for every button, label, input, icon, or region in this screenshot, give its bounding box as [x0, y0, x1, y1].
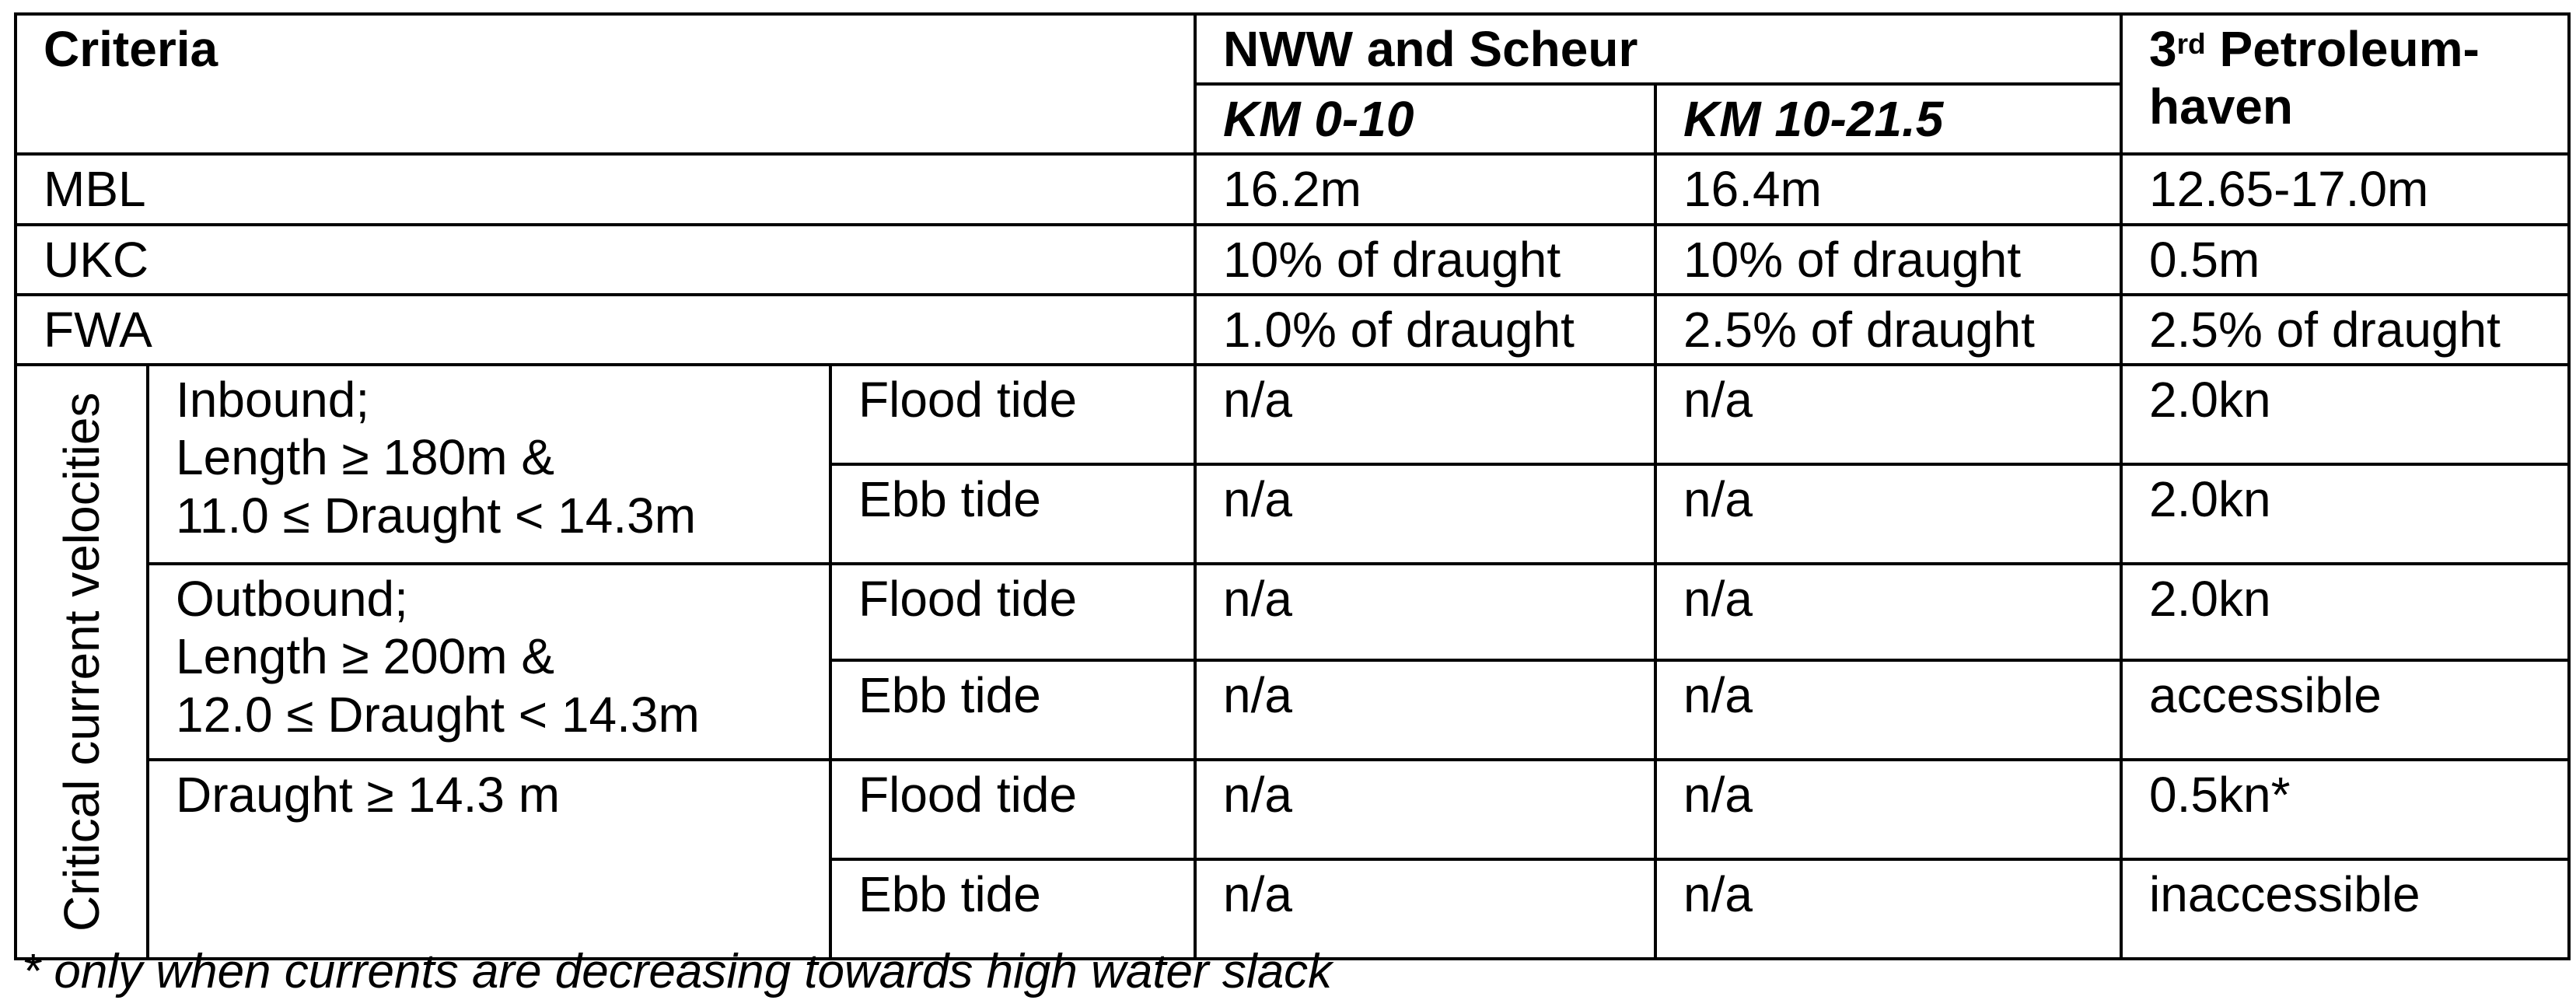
velocity-group-label-cell: Critical current velocities: [14, 363, 149, 961]
criteria-table: Criteria NWW and Scheur 3rd Petroleum- h…: [14, 12, 2571, 961]
inbound-flood-petroleumhaven: 2.0kn: [2120, 363, 2571, 467]
outbound-ebb-petroleumhaven: accessible: [2120, 659, 2571, 762]
velocity-group-label: Critical current velocities: [53, 392, 110, 932]
fwa-km-10-21-5: 2.5% of draught: [1654, 292, 2123, 367]
deep-draught-ebb-petroleumhaven: inaccessible: [2120, 858, 2571, 961]
inbound-flood-label: Flood tide: [829, 363, 1197, 467]
ukc-km-0-10: 10% of draught: [1194, 222, 1657, 296]
row-inbound-flood: Critical current velocities Inbound; Len…: [14, 363, 2571, 961]
deep-draught-flood-petroleumhaven: 0.5kn*: [2120, 758, 2571, 862]
fwa-km-0-10: 1.0% of draught: [1194, 292, 1657, 367]
ukc-petroleumhaven: 0.5m: [2120, 222, 2571, 296]
fwa-label: FWA: [14, 292, 1197, 367]
inbound-flood-km-0-10: n/a: [1194, 363, 1657, 467]
mbl-label: MBL: [14, 152, 1197, 226]
row-inbound-ebb: Ebb tide n/a n/a 2.0kn: [16, 463, 2571, 566]
header-petroleumhaven: 3rd Petroleum- haven: [2120, 12, 2571, 156]
row-outbound-flood: Outbound; Length ≥ 200m & 12.0 ≤ Draught…: [16, 562, 2571, 762]
deep-draught-flood-km-10-21-5: n/a: [1654, 758, 2123, 862]
deep-draught-condition: Draught ≥ 14.3 m: [146, 758, 832, 961]
header-nww-scheur: NWW and Scheur: [1194, 12, 2123, 86]
inbound-condition: Inbound; Length ≥ 180m & 11.0 ≤ Draught …: [146, 363, 832, 566]
header-km-10-21-5: KM 10-21.5: [1654, 82, 2123, 156]
inbound-ebb-petroleumhaven: 2.0kn: [2120, 463, 2571, 566]
petroleum-base: 3: [2149, 21, 2177, 77]
outbound-flood-petroleumhaven: 2.0kn: [2120, 562, 2571, 663]
outbound-condition: Outbound; Length ≥ 200m & 12.0 ≤ Draught…: [146, 562, 832, 762]
mbl-km-10-21-5: 16.4m: [1654, 152, 2123, 226]
row-mbl: MBL 16.2m 16.4m 12.65-17.0m: [14, 152, 2571, 226]
ukc-label: UKC: [14, 222, 1197, 296]
inbound-ebb-km-0-10: n/a: [1194, 463, 1657, 566]
header-km-0-10: KM 0-10: [1194, 82, 1657, 156]
petroleum-rest: Petroleum- haven: [2149, 21, 2480, 135]
deep-draught-ebb-km-0-10: n/a: [1194, 858, 1657, 961]
row-ukc: UKC 10% of draught 10% of draught 0.5m: [14, 222, 2571, 296]
row-outbound-ebb: Ebb tide n/a n/a accessible: [16, 659, 2571, 762]
footnote: * only when currents are decreasing towa…: [22, 945, 1333, 998]
row-deep-draught-flood: Draught ≥ 14.3 m Flood tide n/a n/a 0.5k…: [16, 758, 2571, 961]
outbound-flood-km-0-10: n/a: [1194, 562, 1657, 663]
outbound-flood-label: Flood tide: [829, 562, 1197, 663]
inbound-flood-km-10-21-5: n/a: [1654, 363, 2123, 467]
outbound-ebb-label: Ebb tide: [829, 659, 1197, 762]
header-row-1: Criteria NWW and Scheur 3rd Petroleum- h…: [14, 12, 2571, 156]
row-fwa: FWA 1.0% of draught 2.5% of draught 2.5%…: [14, 292, 2571, 367]
inbound-ebb-km-10-21-5: n/a: [1654, 463, 2123, 566]
ukc-km-10-21-5: 10% of draught: [1654, 222, 2123, 296]
outbound-ebb-km-0-10: n/a: [1194, 659, 1657, 762]
mbl-km-0-10: 16.2m: [1194, 152, 1657, 226]
inbound-ebb-label: Ebb tide: [829, 463, 1197, 566]
deep-draught-ebb-km-10-21-5: n/a: [1654, 858, 2123, 961]
header-criteria: Criteria: [14, 12, 1197, 156]
row-deep-draught-ebb: Ebb tide n/a n/a inaccessible: [16, 858, 2571, 961]
fwa-petroleumhaven: 2.5% of draught: [2120, 292, 2571, 367]
outbound-flood-km-10-21-5: n/a: [1654, 562, 2123, 663]
petroleum-ordinal-sup: rd: [2176, 27, 2206, 61]
mbl-petroleumhaven: 12.65-17.0m: [2120, 152, 2571, 226]
deep-draught-flood-label: Flood tide: [829, 758, 1197, 862]
deep-draught-ebb-label: Ebb tide: [829, 858, 1197, 961]
outbound-ebb-km-10-21-5: n/a: [1654, 659, 2123, 762]
deep-draught-flood-km-0-10: n/a: [1194, 758, 1657, 862]
header-row-2: KM 0-10 KM 10-21.5: [16, 82, 2569, 156]
